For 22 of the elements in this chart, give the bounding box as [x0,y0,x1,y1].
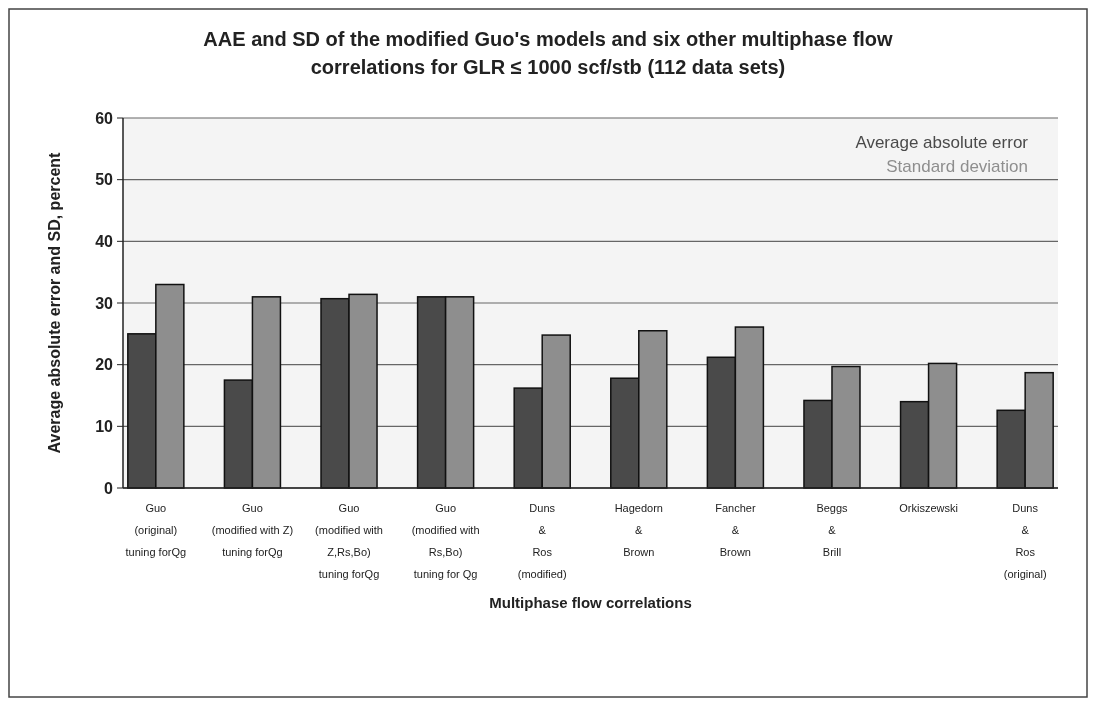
x-tick-label: Guo (modified with Z,Rs,Bo) tuning forQg [315,502,383,580]
y-tick-label: 40 [95,232,114,250]
y-tick-label: 50 [95,171,114,189]
x-tick-label: Guo (modified with Z) tuning forQg [211,502,294,558]
x-tick-label: Fancher & Brown [715,502,756,558]
y-tick-label: 20 [95,356,114,374]
x-tick-label: Duns & Ros (original) [1003,502,1047,580]
x-axis-title: Multiphase flow correlations [489,594,692,611]
y-tick-label: 0 [104,479,114,497]
x-tick-label: Guo (modified with Rs,Bo) tuning for Qg [411,502,480,580]
chart-title: AAE and SD of the modified Guo's models and six other multiphase flow correlations for GLR ≤ 1000 scf/stb (112 data sets) [203,28,894,78]
y-tick-label: 30 [95,294,114,312]
text: Average absolute error [855,133,1029,152]
x-tick-label: Hagedorn & Brown [614,502,663,558]
text: Standard deviation [886,157,1028,176]
y-tick-label: 10 [95,417,114,435]
x-tick-label: Guo (original) tuning forQg [125,502,187,558]
x-tick-label: Beggs & Brill [816,502,849,558]
y-axis-title: Average absolute error and SD, percent [46,151,63,454]
y-tick-label: 60 [95,109,114,127]
x-tick-label: Orkiszewski [899,502,958,514]
x-tick-label: Duns & Ros (modified) [517,502,567,580]
